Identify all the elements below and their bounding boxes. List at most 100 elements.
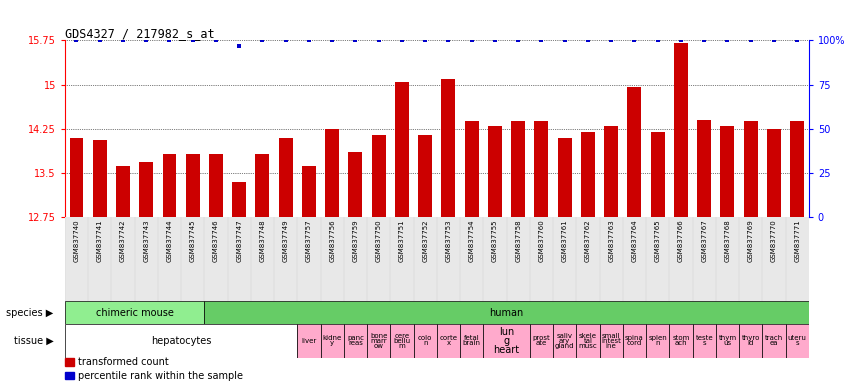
- Point: [163, 37, 176, 43]
- Point: [558, 37, 572, 43]
- Bar: [255, 154, 270, 217]
- Point: [511, 37, 525, 43]
- Text: GSM837741: GSM837741: [97, 220, 103, 262]
- Bar: [298, 324, 321, 358]
- Bar: [767, 129, 781, 217]
- Text: GSM837768: GSM837768: [724, 220, 730, 262]
- Text: tissue ▶: tissue ▶: [14, 336, 54, 346]
- Bar: [576, 324, 599, 358]
- Text: teste
s: teste s: [695, 335, 713, 346]
- Bar: [627, 88, 642, 217]
- Text: lun
g
heart: lun g heart: [494, 327, 520, 354]
- Bar: [390, 324, 413, 358]
- Bar: [674, 43, 688, 217]
- Bar: [139, 162, 153, 217]
- Point: [674, 37, 688, 43]
- Text: GSM837744: GSM837744: [166, 220, 172, 262]
- Point: [419, 37, 432, 43]
- Text: transformed count: transformed count: [78, 357, 169, 367]
- Text: bone
marr
ow: bone marr ow: [370, 333, 388, 349]
- Bar: [437, 324, 460, 358]
- Text: GSM837746: GSM837746: [213, 220, 219, 262]
- Point: [209, 37, 223, 43]
- Text: stom
ach: stom ach: [672, 335, 689, 346]
- Bar: [693, 324, 716, 358]
- Text: cere
bellu
m: cere bellu m: [394, 333, 411, 349]
- Point: [721, 37, 734, 43]
- Bar: [553, 324, 576, 358]
- Text: species ▶: species ▶: [6, 308, 54, 318]
- Text: GSM837762: GSM837762: [585, 220, 591, 262]
- Bar: [65, 217, 809, 301]
- Bar: [344, 324, 367, 358]
- Text: GSM837748: GSM837748: [260, 220, 266, 262]
- Text: GSM837743: GSM837743: [144, 220, 150, 262]
- Bar: [69, 137, 83, 217]
- Text: GSM837745: GSM837745: [189, 220, 195, 262]
- Text: GDS4327 / 217982_s_at: GDS4327 / 217982_s_at: [65, 27, 215, 40]
- Bar: [650, 132, 664, 217]
- Text: liver: liver: [301, 338, 317, 344]
- Text: fetal
brain: fetal brain: [463, 335, 481, 346]
- Bar: [65, 372, 74, 379]
- Text: percentile rank within the sample: percentile rank within the sample: [78, 371, 243, 381]
- Point: [767, 37, 781, 43]
- Text: GSM837758: GSM837758: [516, 220, 522, 262]
- Bar: [204, 301, 809, 324]
- Bar: [465, 121, 478, 217]
- Point: [116, 37, 130, 43]
- Text: hepatocytes: hepatocytes: [151, 336, 211, 346]
- Bar: [762, 324, 785, 358]
- Text: prost
ate: prost ate: [533, 335, 550, 346]
- Point: [69, 37, 83, 43]
- Bar: [484, 324, 529, 358]
- Bar: [163, 154, 176, 217]
- Bar: [116, 166, 130, 217]
- Text: GSM837755: GSM837755: [492, 220, 498, 262]
- Bar: [209, 154, 223, 217]
- Point: [465, 37, 478, 43]
- Text: GSM837747: GSM837747: [236, 220, 242, 262]
- Text: saliv
ary
gland: saliv ary gland: [555, 333, 574, 349]
- Bar: [419, 134, 432, 217]
- Text: thym
us: thym us: [718, 335, 736, 346]
- Text: GSM837754: GSM837754: [469, 220, 475, 262]
- Bar: [599, 324, 623, 358]
- Point: [744, 37, 758, 43]
- Point: [93, 37, 106, 43]
- Bar: [460, 324, 484, 358]
- Point: [488, 37, 502, 43]
- Bar: [367, 324, 390, 358]
- Text: GSM837763: GSM837763: [608, 220, 614, 262]
- Point: [605, 37, 618, 43]
- Point: [302, 37, 316, 43]
- Text: GSM837750: GSM837750: [375, 220, 381, 262]
- Bar: [65, 358, 74, 366]
- Bar: [65, 324, 298, 358]
- Text: skele
tal
musc: skele tal musc: [579, 333, 598, 349]
- Text: GSM837752: GSM837752: [422, 220, 428, 262]
- Point: [535, 37, 548, 43]
- Point: [372, 37, 386, 43]
- Text: GSM837769: GSM837769: [747, 220, 753, 262]
- Bar: [349, 152, 362, 217]
- Text: GSM837760: GSM837760: [538, 220, 544, 262]
- Point: [325, 37, 339, 43]
- Text: GSM837767: GSM837767: [702, 220, 708, 262]
- Bar: [325, 129, 339, 217]
- Point: [139, 37, 153, 43]
- Bar: [441, 79, 456, 217]
- Text: splen
n: splen n: [648, 335, 667, 346]
- Bar: [785, 324, 809, 358]
- Text: panc
reas: panc reas: [347, 335, 364, 346]
- Point: [697, 37, 711, 43]
- Bar: [581, 132, 595, 217]
- Bar: [791, 121, 804, 217]
- Bar: [93, 141, 106, 217]
- Point: [581, 37, 595, 43]
- Text: GSM837756: GSM837756: [330, 220, 336, 262]
- Bar: [697, 120, 711, 217]
- Text: GSM837764: GSM837764: [631, 220, 638, 262]
- Point: [279, 37, 292, 43]
- Bar: [413, 324, 437, 358]
